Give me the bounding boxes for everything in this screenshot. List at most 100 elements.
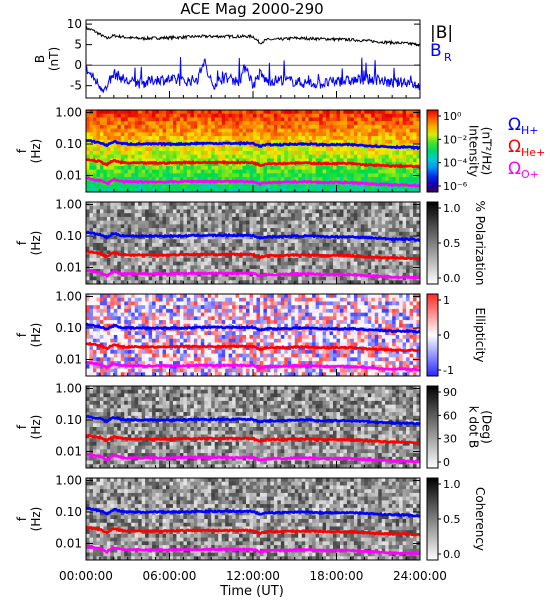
spectrogram-cell bbox=[388, 269, 393, 274]
spectrogram-cell bbox=[326, 280, 330, 285]
spectrogram-cell bbox=[148, 346, 153, 351]
spectrogram-cell bbox=[103, 110, 108, 115]
spectrogram-cell bbox=[172, 228, 177, 233]
spectrogram-cell bbox=[86, 132, 90, 137]
spectrogram-cell bbox=[239, 151, 243, 156]
spectrogram-cell bbox=[336, 216, 341, 222]
spectrogram-cell bbox=[263, 246, 268, 251]
spectrogram-cell bbox=[197, 243, 202, 248]
spectrogram-cell bbox=[249, 254, 254, 259]
spectrogram-cell bbox=[336, 184, 341, 189]
spectrogram-cell bbox=[392, 128, 397, 133]
spectrogram-cell bbox=[239, 246, 243, 251]
spectrogram-cell bbox=[134, 372, 139, 377]
spectrogram-cell bbox=[138, 216, 143, 222]
spectrogram-cell bbox=[176, 327, 181, 332]
spectrogram-cell bbox=[301, 184, 306, 189]
spectrogram-cell bbox=[242, 213, 247, 218]
spectrogram-cell bbox=[409, 205, 414, 210]
spectrogram-cell bbox=[92, 331, 97, 336]
y-tick-label: 0.01 bbox=[55, 169, 82, 183]
spectrogram-cell bbox=[402, 177, 407, 182]
spectrogram-cell bbox=[402, 128, 407, 133]
spectrogram-cell bbox=[113, 301, 118, 306]
spectrogram-cell bbox=[235, 177, 240, 182]
spectrogram-cell bbox=[221, 280, 226, 285]
spectrogram-cell bbox=[200, 147, 205, 152]
spectrogram-cell bbox=[166, 357, 170, 362]
spectrogram-cell bbox=[416, 250, 421, 255]
spectrogram-cell bbox=[200, 110, 205, 115]
spectrogram-cell bbox=[378, 158, 383, 163]
spectrogram-cell bbox=[117, 272, 122, 277]
spectrogram-cell bbox=[113, 220, 118, 225]
spectrogram-cell bbox=[253, 209, 257, 214]
spectrogram-cell bbox=[336, 158, 341, 163]
spectrogram-cell bbox=[162, 209, 167, 214]
spectrogram-cell bbox=[148, 338, 153, 343]
spectrogram-cell bbox=[371, 220, 376, 225]
spectrogram-cell bbox=[179, 128, 184, 133]
spectrogram-cell bbox=[159, 294, 163, 299]
spectrogram-cell bbox=[329, 128, 334, 133]
spectrogram-cell bbox=[148, 213, 153, 218]
spectrogram-cell bbox=[287, 231, 292, 236]
spectrogram-cell bbox=[350, 202, 355, 207]
spectrogram-cell bbox=[176, 357, 181, 362]
spectrogram-cell bbox=[357, 117, 362, 122]
spectrogram-cell bbox=[287, 276, 292, 281]
spectrogram-cell bbox=[148, 280, 153, 285]
spectrogram-cell bbox=[200, 213, 205, 218]
spectrogram-cell bbox=[270, 224, 275, 229]
spectrogram-cell bbox=[169, 335, 174, 340]
spectrogram-cell bbox=[134, 124, 139, 130]
spectrogram-cell bbox=[152, 239, 156, 244]
spectrogram-cell bbox=[117, 180, 122, 185]
spectrogram-cell bbox=[152, 320, 156, 325]
spectrogram-cell bbox=[392, 169, 397, 174]
spectrogram-cell bbox=[134, 269, 139, 274]
spectrogram-cell bbox=[211, 246, 216, 251]
spectrogram-cell bbox=[228, 231, 233, 236]
spectrogram-cell bbox=[350, 209, 355, 214]
spectrogram-cell bbox=[284, 257, 289, 263]
spectrogram-cell bbox=[159, 250, 163, 255]
spectrogram-cell bbox=[207, 124, 212, 130]
spectrogram-cell bbox=[392, 280, 397, 285]
spectrogram-cell bbox=[96, 220, 101, 225]
spectrogram-cell bbox=[113, 297, 118, 302]
spectrogram-cell bbox=[395, 220, 400, 225]
spectrogram-cell bbox=[287, 224, 292, 229]
spectrogram-cell bbox=[127, 147, 132, 152]
spectrogram-cell bbox=[406, 202, 410, 207]
spectrogram-cell bbox=[259, 231, 264, 236]
spectrogram-cell bbox=[131, 297, 136, 302]
spectrogram-cell bbox=[360, 280, 365, 285]
spectrogram-cell bbox=[176, 246, 181, 251]
spectrogram-cell bbox=[287, 265, 292, 270]
spectrogram-cell bbox=[409, 143, 414, 148]
spectrogram-cell bbox=[190, 143, 195, 148]
spectrogram-cell bbox=[200, 276, 205, 281]
spectrogram-cell bbox=[360, 216, 365, 222]
spectrogram-cell bbox=[138, 139, 143, 144]
spectrogram-cell bbox=[367, 110, 372, 115]
spectrogram-cell bbox=[395, 246, 400, 251]
spectrogram-cell bbox=[350, 216, 355, 222]
spectrogram-cell bbox=[99, 110, 104, 115]
spectrogram-cell bbox=[159, 121, 163, 126]
spectrogram-cell bbox=[92, 346, 97, 351]
spectrogram-cell bbox=[148, 246, 153, 251]
spectrogram-cell bbox=[113, 364, 118, 369]
spectrogram-cell bbox=[256, 136, 261, 141]
spectrogram-cell bbox=[298, 231, 303, 236]
spectrogram-cell bbox=[176, 308, 181, 314]
spectrogram-cell bbox=[239, 113, 243, 118]
spectrogram-cell bbox=[218, 250, 223, 255]
spectrogram-cell bbox=[409, 202, 414, 207]
spectrogram-cell bbox=[381, 177, 386, 182]
spectrogram-cell bbox=[145, 265, 150, 270]
spectrogram-cell bbox=[183, 338, 188, 343]
spectrogram-cell bbox=[256, 154, 261, 159]
spectrogram-cell bbox=[263, 139, 268, 144]
